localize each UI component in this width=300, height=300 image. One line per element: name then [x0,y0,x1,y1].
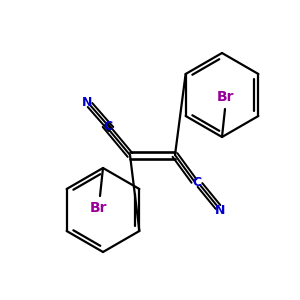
Text: Br: Br [217,90,235,104]
Text: Br: Br [90,201,108,215]
Text: C: C [103,121,112,134]
Text: N: N [82,95,92,109]
Text: N: N [215,203,225,217]
Text: C: C [192,176,202,190]
